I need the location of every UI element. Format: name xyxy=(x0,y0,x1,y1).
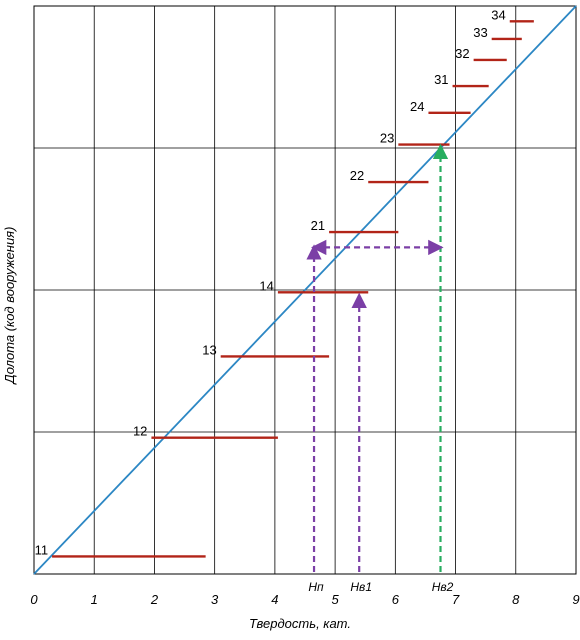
marker-label-3: Нв2 xyxy=(432,580,454,594)
marker-label-1: Нп xyxy=(308,580,324,594)
x-tick-label: 9 xyxy=(572,592,579,607)
hardness-markers: Нп Нв1 Нв2 xyxy=(306,143,454,594)
x-tick-label: 4 xyxy=(271,592,278,607)
x-tick-label: 1 xyxy=(91,592,98,607)
bit-code-bars: 11 12 13 14 21 22 23 24 31 32 33 34 xyxy=(35,7,534,558)
x-tick-label: 6 xyxy=(392,592,400,607)
bit-code-label-31: 31 xyxy=(434,72,448,87)
y-axis-title: Долота (код вооружения) xyxy=(2,227,17,386)
x-tick-label: 5 xyxy=(331,592,339,607)
diagonal-line-group xyxy=(33,5,577,575)
bit-code-label-34: 34 xyxy=(491,7,505,22)
x-tick-label: 8 xyxy=(512,592,520,607)
diagonal-line xyxy=(33,5,577,575)
x-axis-title: Твердость, кат. xyxy=(249,616,351,631)
x-tick-labels: 0 1 2 3 4 5 6 7 8 9 xyxy=(30,592,579,607)
marker-label-2: Нв1 xyxy=(350,580,372,594)
x-tick-label: 3 xyxy=(211,592,219,607)
x-tick-label: 7 xyxy=(452,592,460,607)
bit-code-label-11: 11 xyxy=(35,542,49,557)
bit-code-label-23: 23 xyxy=(380,131,394,146)
x-tick-label: 2 xyxy=(150,592,159,607)
x-tick-label: 0 xyxy=(30,592,38,607)
bit-code-label-12: 12 xyxy=(133,424,147,439)
bit-code-label-24: 24 xyxy=(410,99,424,114)
bit-code-label-32: 32 xyxy=(455,46,469,61)
bit-code-label-21: 21 xyxy=(311,218,325,233)
grid-lines xyxy=(33,5,577,575)
bit-code-label-14: 14 xyxy=(259,278,273,293)
bit-code-label-13: 13 xyxy=(202,342,216,357)
bit-code-label-33: 33 xyxy=(473,25,487,40)
bit-code-label-22: 22 xyxy=(350,168,364,183)
